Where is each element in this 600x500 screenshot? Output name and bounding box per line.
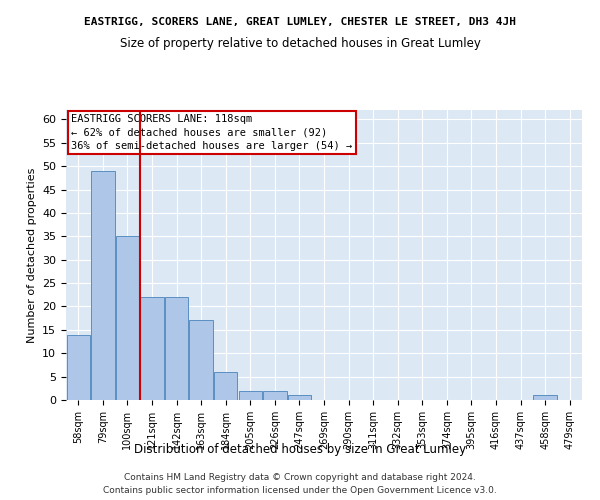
Text: Contains HM Land Registry data © Crown copyright and database right 2024.: Contains HM Land Registry data © Crown c… — [124, 472, 476, 482]
Bar — [67, 334, 90, 400]
Text: EASTRIGG SCORERS LANE: 118sqm
← 62% of detached houses are smaller (92)
36% of s: EASTRIGG SCORERS LANE: 118sqm ← 62% of d… — [71, 114, 352, 151]
Y-axis label: Number of detached properties: Number of detached properties — [26, 168, 37, 342]
Text: EASTRIGG, SCORERS LANE, GREAT LUMLEY, CHESTER LE STREET, DH3 4JH: EASTRIGG, SCORERS LANE, GREAT LUMLEY, CH… — [84, 18, 516, 28]
Bar — [214, 372, 238, 400]
Bar — [91, 171, 115, 400]
Text: Contains public sector information licensed under the Open Government Licence v3: Contains public sector information licen… — [103, 486, 497, 495]
Bar — [533, 396, 557, 400]
Text: Distribution of detached houses by size in Great Lumley: Distribution of detached houses by size … — [134, 442, 466, 456]
Bar — [263, 390, 287, 400]
Bar — [190, 320, 213, 400]
Bar — [239, 390, 262, 400]
Bar — [116, 236, 139, 400]
Bar — [288, 396, 311, 400]
Bar — [140, 297, 164, 400]
Bar — [165, 297, 188, 400]
Text: Size of property relative to detached houses in Great Lumley: Size of property relative to detached ho… — [119, 38, 481, 51]
